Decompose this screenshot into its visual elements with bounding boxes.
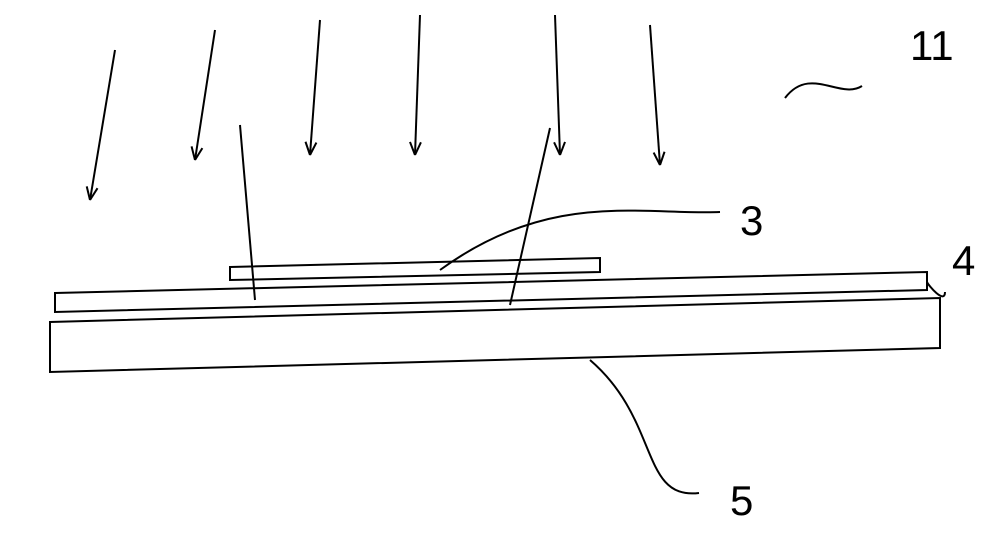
label-top_block: 3	[740, 197, 763, 244]
label-arrow_field: 11	[910, 22, 954, 69]
incoming-arrow-1	[192, 30, 215, 160]
top-block	[230, 258, 600, 280]
incoming-arrow-4	[554, 15, 565, 155]
ray-into-layer-1	[510, 128, 550, 305]
incoming-arrow-3	[410, 15, 421, 155]
ray-into-layer-0	[240, 125, 255, 300]
diagram-canvas: 11 3 4 5	[0, 0, 1000, 538]
leader-to11	[785, 83, 862, 98]
leader-to5	[590, 360, 699, 493]
label-mid_layer: 4	[952, 237, 975, 284]
incoming-arrow-2	[305, 20, 320, 155]
incoming-arrow-0	[87, 50, 115, 200]
incoming-arrow-5	[650, 25, 665, 165]
leader-to4	[927, 282, 945, 296]
middle-layer	[55, 272, 927, 312]
label-bot_layer: 5	[730, 477, 753, 524]
